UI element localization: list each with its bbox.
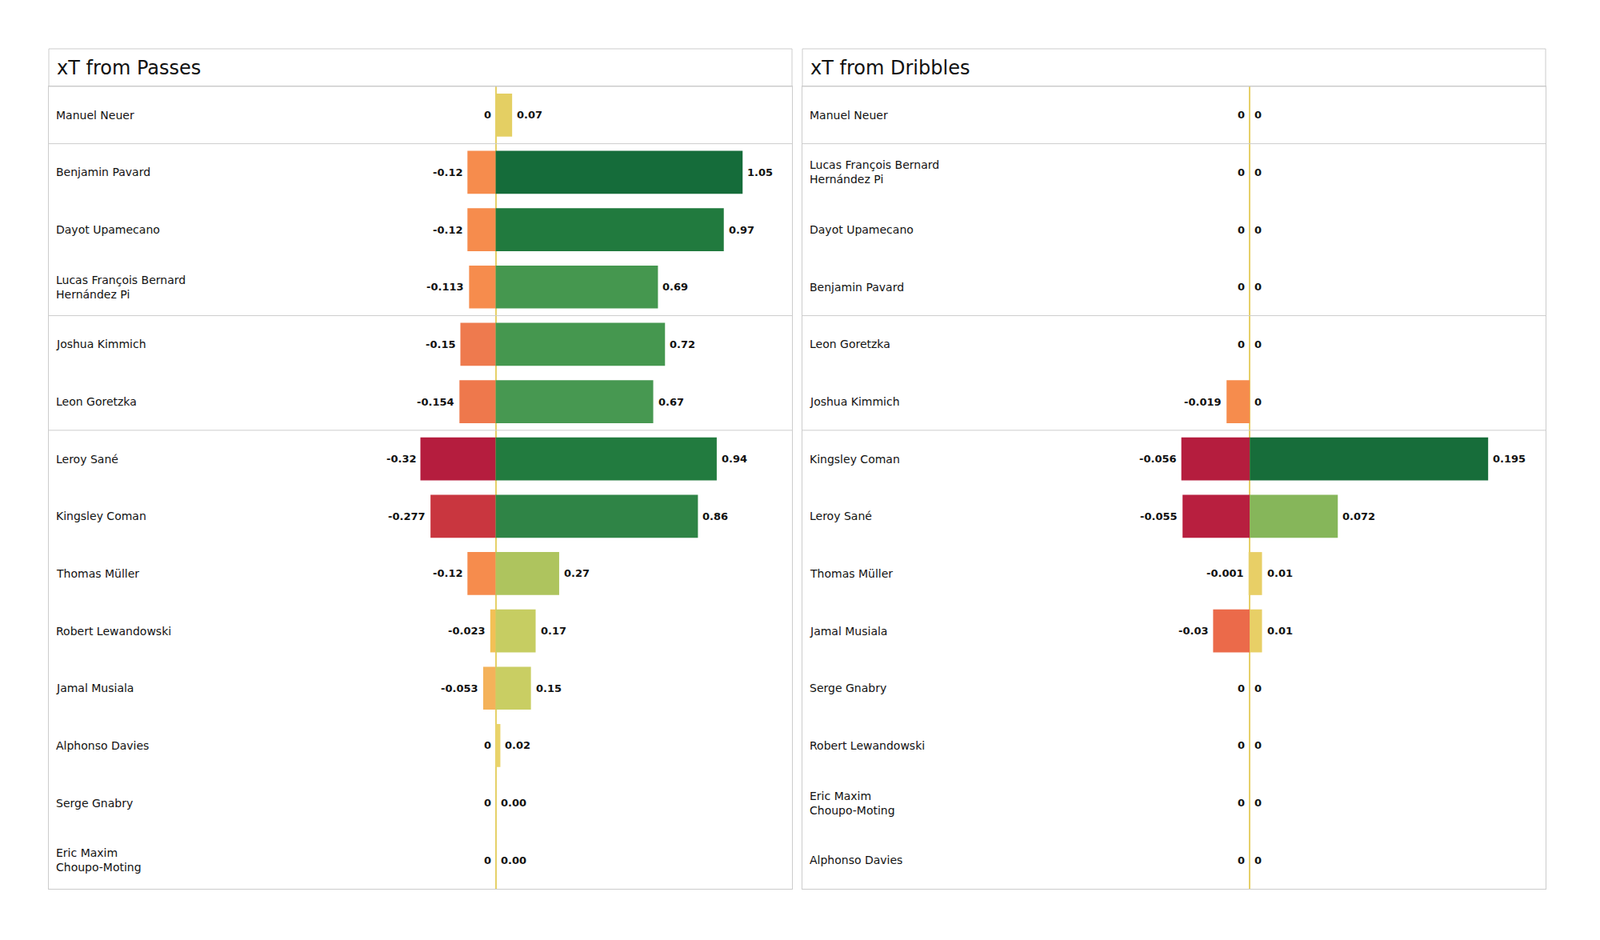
svg-text:0: 0 [484,796,492,809]
svg-text:Leon Goretzka: Leon Goretzka [56,395,137,408]
svg-text:-0.03: -0.03 [1178,624,1208,637]
svg-text:Robert Lewandowski: Robert Lewandowski [809,739,925,752]
svg-text:Lucas François BernardHernánde: Lucas François BernardHernández Pi [56,273,186,301]
svg-text:Thomas Müller: Thomas Müller [56,567,140,580]
svg-text:-0.019: -0.019 [1184,396,1222,408]
svg-text:Leroy Sané: Leroy Sané [56,452,119,466]
svg-text:0: 0 [1237,224,1245,236]
svg-text:Robert Lewandowski: Robert Lewandowski [56,624,172,638]
svg-text:0: 0 [484,108,492,121]
svg-text:-0.12: -0.12 [432,166,463,179]
svg-text:0: 0 [1254,739,1262,752]
svg-text:-0.001: -0.001 [1206,567,1244,580]
svg-text:Eric MaximChoupo-Moting: Eric MaximChoupo-Moting [56,846,142,874]
svg-text:0.00: 0.00 [500,854,527,867]
svg-text:0.01: 0.01 [1267,624,1293,637]
svg-text:0: 0 [1237,739,1245,752]
svg-text:0.15: 0.15 [536,682,562,695]
svg-text:Alphonso Davies: Alphonso Davies [809,853,903,867]
svg-text:Leroy Sané: Leroy Sané [809,509,872,523]
svg-text:-0.277: -0.277 [388,510,426,523]
svg-text:0.07: 0.07 [516,108,543,121]
svg-text:-0.32: -0.32 [386,452,416,465]
svg-text:0: 0 [484,739,492,752]
svg-text:Manuel Neuer: Manuel Neuer [809,108,888,122]
svg-text:1.05: 1.05 [747,166,773,179]
svg-text:-0.113: -0.113 [426,280,464,293]
svg-text:Joshua Kimmich: Joshua Kimmich [56,337,147,351]
svg-text:Serge Gnabry: Serge Gnabry [809,681,887,695]
svg-text:Benjamin Pavard: Benjamin Pavard [56,165,151,179]
svg-text:Kingsley Coman: Kingsley Coman [809,452,900,466]
svg-text:0.72: 0.72 [669,338,696,351]
svg-text:0: 0 [1254,166,1262,179]
svg-text:0.94: 0.94 [721,452,748,465]
svg-text:-0.055: -0.055 [1140,510,1178,523]
svg-text:0.072: 0.072 [1342,510,1376,523]
svg-text:Serge Gnabry: Serge Gnabry [56,796,133,810]
svg-text:-0.15: -0.15 [425,338,456,351]
svg-text:xT from Dribbles: xT from Dribbles [810,56,970,80]
svg-text:Thomas Müller: Thomas Müller [809,567,893,580]
svg-text:0: 0 [1254,338,1262,351]
svg-text:0: 0 [1254,682,1262,695]
svg-text:Leon Goretzka: Leon Goretzka [809,337,891,351]
svg-text:0.86: 0.86 [702,510,728,523]
svg-text:0: 0 [1237,280,1245,293]
svg-text:0.01: 0.01 [1267,567,1293,580]
svg-text:Manuel Neuer: Manuel Neuer [56,108,135,122]
svg-text:Dayot Upamecano: Dayot Upamecano [56,223,160,236]
svg-text:0: 0 [1237,108,1245,121]
svg-text:0: 0 [1254,280,1262,293]
svg-text:0: 0 [1237,796,1245,809]
svg-text:-0.023: -0.023 [448,624,486,637]
svg-text:0: 0 [1237,166,1245,179]
svg-text:Dayot Upamecano: Dayot Upamecano [809,223,914,236]
svg-text:-0.056: -0.056 [1139,452,1177,465]
svg-text:Benjamin Pavard: Benjamin Pavard [809,280,904,294]
svg-text:0: 0 [484,854,492,867]
svg-text:0: 0 [1237,338,1245,351]
svg-text:0: 0 [1254,396,1262,408]
svg-text:0.27: 0.27 [564,567,590,580]
svg-text:0.00: 0.00 [500,796,527,809]
svg-text:0.97: 0.97 [728,224,755,236]
svg-text:0.195: 0.195 [1492,452,1526,465]
svg-text:Eric MaximChoupo-Moting: Eric MaximChoupo-Moting [809,789,896,817]
svg-text:0: 0 [1254,796,1262,809]
svg-text:Lucas François BernardHernánde: Lucas François BernardHernández Pi [809,158,940,186]
svg-text:Alphonso Davies: Alphonso Davies [56,739,149,752]
svg-text:0.17: 0.17 [540,624,567,637]
svg-text:Kingsley Coman: Kingsley Coman [56,509,147,523]
svg-text:0: 0 [1254,854,1262,867]
svg-text:Joshua Kimmich: Joshua Kimmich [809,395,900,408]
svg-text:0.02: 0.02 [504,739,531,752]
svg-text:0.67: 0.67 [658,396,684,408]
svg-text:Jamal Musiala: Jamal Musiala [809,624,888,638]
svg-text:-0.12: -0.12 [432,224,463,236]
svg-text:-0.154: -0.154 [416,396,455,408]
svg-text:0: 0 [1237,854,1245,867]
svg-text:Jamal Musiala: Jamal Musiala [56,681,134,695]
svg-text:0: 0 [1254,224,1262,236]
svg-text:0: 0 [1254,108,1262,121]
svg-text:xT from Passes: xT from Passes [56,56,201,80]
svg-text:0.69: 0.69 [662,280,688,293]
svg-text:0: 0 [1237,682,1245,695]
svg-text:-0.053: -0.053 [440,682,479,695]
svg-text:-0.12: -0.12 [432,567,463,580]
